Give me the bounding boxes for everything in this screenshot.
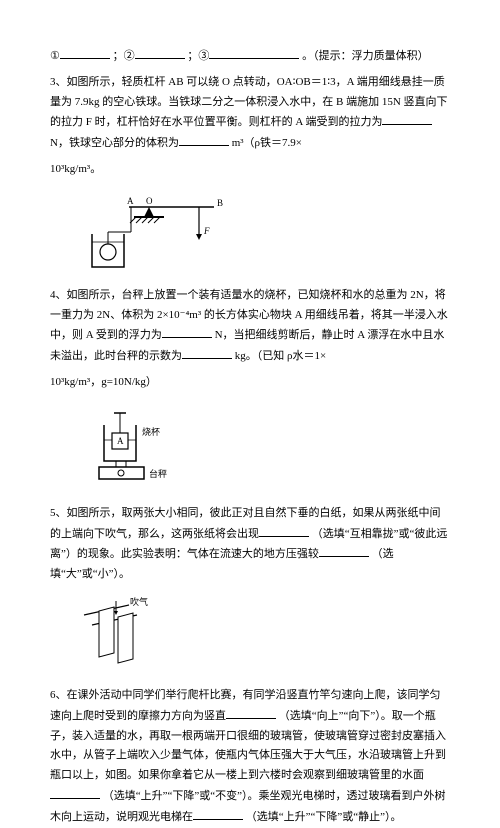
blank (135, 46, 185, 59)
blank (382, 112, 432, 125)
blank (60, 46, 110, 59)
label-B: B (217, 198, 223, 208)
q4-tail: 10³kg/m³，g=10N/kg） (50, 373, 450, 393)
figure-3: A B O F (70, 188, 450, 276)
blank (162, 325, 212, 338)
label-A: A (117, 436, 124, 446)
blank (50, 786, 100, 799)
q4-text: 4、如图所示，台秤上放置一个装有适量水的烧杯，已知烧杯和水的总重为 2N，将一重… (50, 286, 450, 367)
figure-4: 台秤 烧杯 A (70, 401, 450, 494)
blank (179, 133, 229, 146)
label-blow: 吹气 (130, 597, 148, 607)
label-beaker: 烧杯 (142, 426, 160, 437)
figure-5: 吹气 (70, 593, 450, 676)
blank (259, 524, 309, 537)
label-scale: 台秤 (149, 468, 167, 479)
q5-text: 5、如图所示，取两张大小相同，彼此正对且自然下垂的白纸，如果从两张纸中间的上端向… (50, 504, 450, 585)
label-F: F (203, 226, 210, 236)
label-O: O (146, 196, 153, 206)
q6-text: 6、在课外活动中同学们举行爬杆比赛，有同学沿竖直竹竿匀速向上爬，该同学匀速向上爬… (50, 686, 450, 828)
q3-text: 3、如图所示，轻质杠杆 AB 可以绕 O 点转动，OA∶OB＝1∶3，A 端用细… (50, 73, 450, 154)
blank (193, 807, 243, 820)
blank (226, 706, 276, 719)
q2-line: ① ；② ；③ 。（提示：浮力质量体积） (50, 46, 450, 67)
q3-tail: 10³kg/m³。 (50, 160, 450, 180)
blank (209, 46, 299, 59)
label-A: A (127, 196, 134, 206)
blank (182, 346, 232, 359)
blank (319, 544, 369, 557)
